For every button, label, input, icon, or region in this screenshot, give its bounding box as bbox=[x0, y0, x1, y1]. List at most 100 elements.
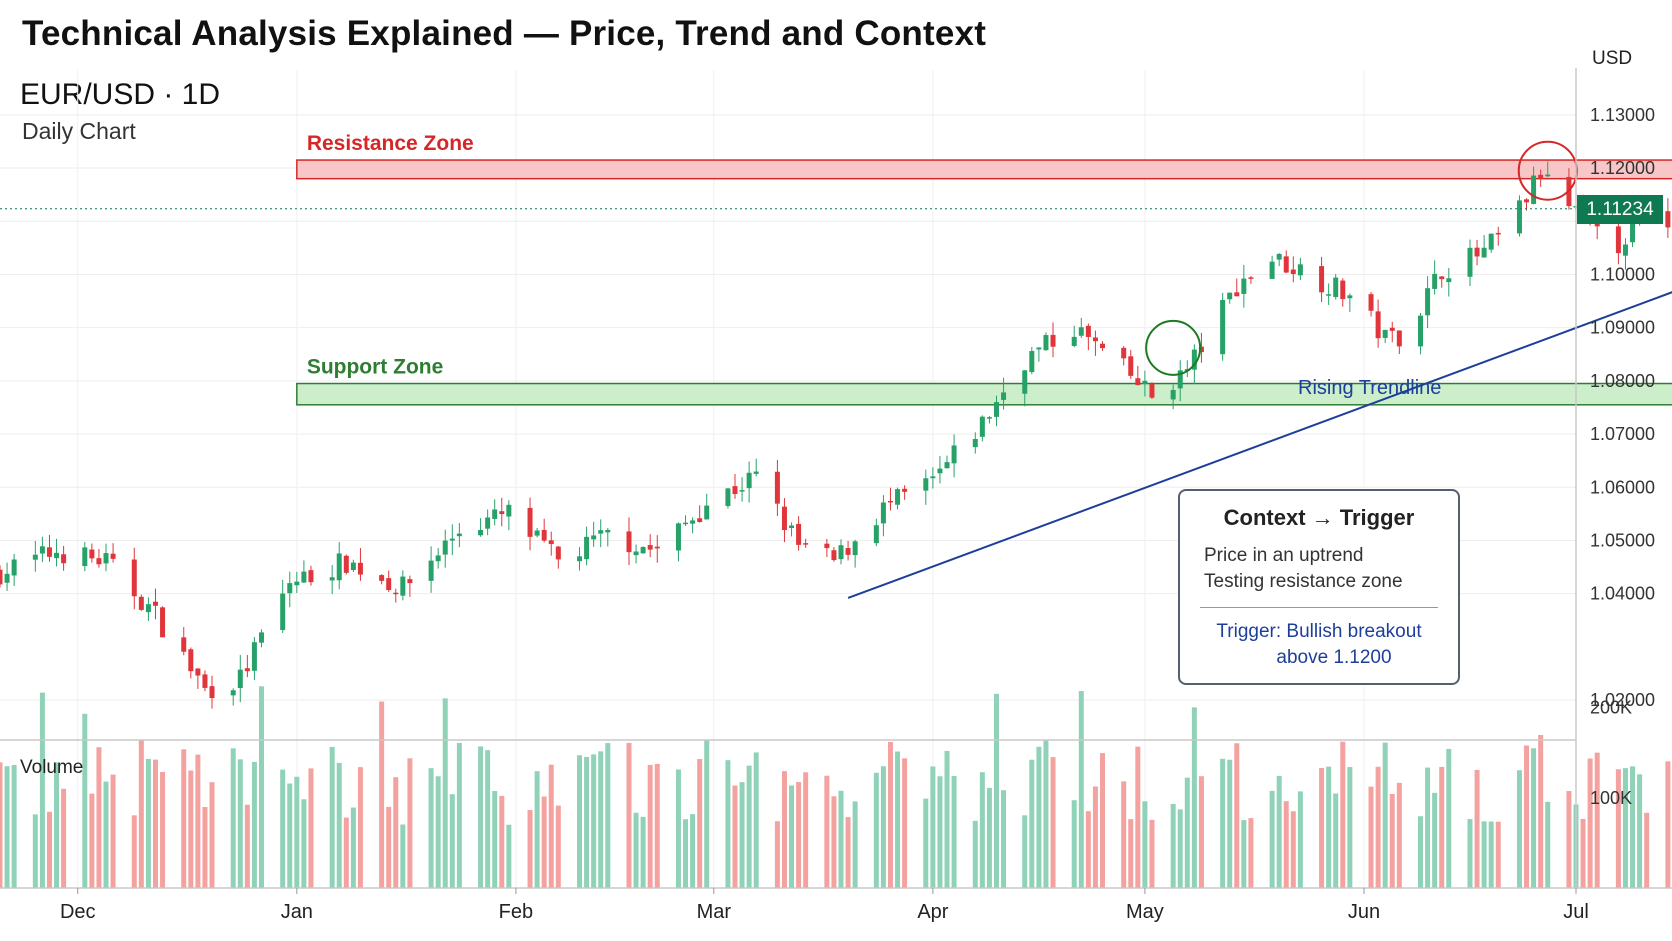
candle-body bbox=[732, 486, 738, 495]
volume-bar bbox=[986, 787, 992, 888]
candle-body bbox=[1029, 351, 1035, 373]
candle-body bbox=[675, 523, 681, 551]
candle-body bbox=[209, 686, 215, 699]
candle-body bbox=[1283, 256, 1289, 273]
candle-body bbox=[972, 439, 978, 448]
candle-body bbox=[534, 530, 540, 536]
candle-body bbox=[1396, 330, 1402, 347]
volume-bar bbox=[1389, 793, 1395, 888]
volume-bar bbox=[605, 743, 611, 888]
trigger-line-1: Trigger: Bullish breakout bbox=[1216, 621, 1422, 642]
volume-bar bbox=[725, 760, 731, 888]
candle-body bbox=[435, 555, 441, 562]
context-separator bbox=[1200, 607, 1438, 608]
volume-bar bbox=[1347, 767, 1353, 888]
candle-body bbox=[308, 570, 314, 583]
candle-body bbox=[1001, 392, 1007, 400]
candle-body bbox=[591, 535, 597, 540]
candle-body bbox=[1227, 292, 1233, 300]
volume-bar bbox=[1326, 766, 1332, 888]
candle-body bbox=[1085, 325, 1091, 337]
volume-bar bbox=[1248, 818, 1254, 888]
volume-bar bbox=[0, 762, 3, 888]
candle-body bbox=[301, 571, 307, 583]
volume-bar bbox=[1446, 748, 1452, 888]
candle-body bbox=[1439, 276, 1445, 280]
candle-body bbox=[160, 607, 166, 638]
volume-bar bbox=[598, 751, 604, 888]
candle-body bbox=[923, 478, 929, 491]
candle-body bbox=[1488, 233, 1494, 250]
volume-bar bbox=[1587, 758, 1593, 888]
candle-body bbox=[32, 554, 38, 560]
volume-bar bbox=[1135, 746, 1141, 888]
volume-bar bbox=[1170, 803, 1176, 888]
volume-bar bbox=[32, 814, 38, 888]
volume-bar bbox=[506, 824, 512, 888]
price-tick-label: 1.05000 bbox=[1590, 530, 1655, 550]
price-tick-label: 1.02000 bbox=[1590, 690, 1655, 710]
volume-bar bbox=[1368, 786, 1374, 888]
volume-bar bbox=[647, 764, 653, 888]
candle-body bbox=[386, 578, 392, 591]
volume-bar bbox=[258, 686, 264, 888]
volume-bar bbox=[46, 811, 52, 888]
volume-bar bbox=[202, 806, 208, 888]
candle-body bbox=[1297, 264, 1303, 276]
rising-trendline bbox=[847, 291, 1672, 599]
volume-bar bbox=[61, 788, 67, 888]
candle-body bbox=[880, 502, 886, 524]
volume-bar bbox=[478, 746, 484, 888]
candle-body bbox=[831, 550, 837, 561]
volume-bar bbox=[1665, 761, 1671, 888]
volume-bar bbox=[852, 801, 858, 888]
volume-bar bbox=[343, 817, 349, 888]
volume-tick-label: 100K bbox=[1590, 788, 1632, 808]
resistance-zone-label: Resistance Zone bbox=[307, 132, 474, 155]
price-axis-ticks: 1.13000 1.12000 1.10000 1.09000 1.08000 1.070… bbox=[1590, 105, 1655, 710]
volume-bar bbox=[873, 772, 879, 888]
context-line-1: Price in an uptrend bbox=[1204, 545, 1364, 566]
candle-body bbox=[343, 555, 349, 573]
volume-bar bbox=[1085, 811, 1091, 888]
volume-bar bbox=[251, 761, 257, 888]
volume-bar bbox=[1269, 790, 1275, 888]
price-tick-label: 1.13000 bbox=[1590, 105, 1655, 125]
volume-bar bbox=[449, 794, 455, 888]
volume-bar bbox=[640, 816, 646, 888]
candle-body bbox=[1121, 347, 1127, 359]
candle-body bbox=[1170, 389, 1176, 400]
volume-bar bbox=[534, 771, 540, 888]
volume-bar bbox=[1516, 770, 1522, 888]
candle-body bbox=[89, 549, 95, 559]
candle-body bbox=[654, 546, 660, 549]
volume-bar bbox=[951, 775, 957, 888]
volume-bar bbox=[492, 791, 498, 888]
candle-body bbox=[1248, 277, 1254, 279]
candle-body bbox=[1050, 334, 1056, 347]
volume-bar bbox=[110, 774, 116, 888]
candle-body bbox=[1425, 288, 1431, 316]
volume-bar bbox=[548, 764, 554, 888]
volume-bar bbox=[831, 796, 837, 888]
candle-body bbox=[152, 601, 158, 606]
volume-bar bbox=[89, 793, 95, 888]
candle-body bbox=[407, 579, 413, 584]
volume-bar bbox=[1092, 786, 1098, 888]
volume-bar bbox=[972, 820, 978, 888]
volume-bar bbox=[683, 819, 689, 888]
page-title: Technical Analysis Explained — Price, Tr… bbox=[22, 14, 987, 53]
candle-body bbox=[598, 530, 604, 534]
candle-body bbox=[527, 507, 533, 537]
candle-body bbox=[110, 553, 116, 559]
volume-bar bbox=[1043, 740, 1049, 888]
candle-body bbox=[895, 489, 901, 505]
volume-bar bbox=[993, 693, 999, 888]
candle-body bbox=[838, 545, 844, 560]
candle-body bbox=[350, 562, 356, 570]
volume-bar bbox=[887, 741, 893, 888]
candle-body bbox=[485, 517, 491, 529]
volume-bar bbox=[1524, 745, 1530, 888]
volume-bar bbox=[781, 771, 787, 888]
